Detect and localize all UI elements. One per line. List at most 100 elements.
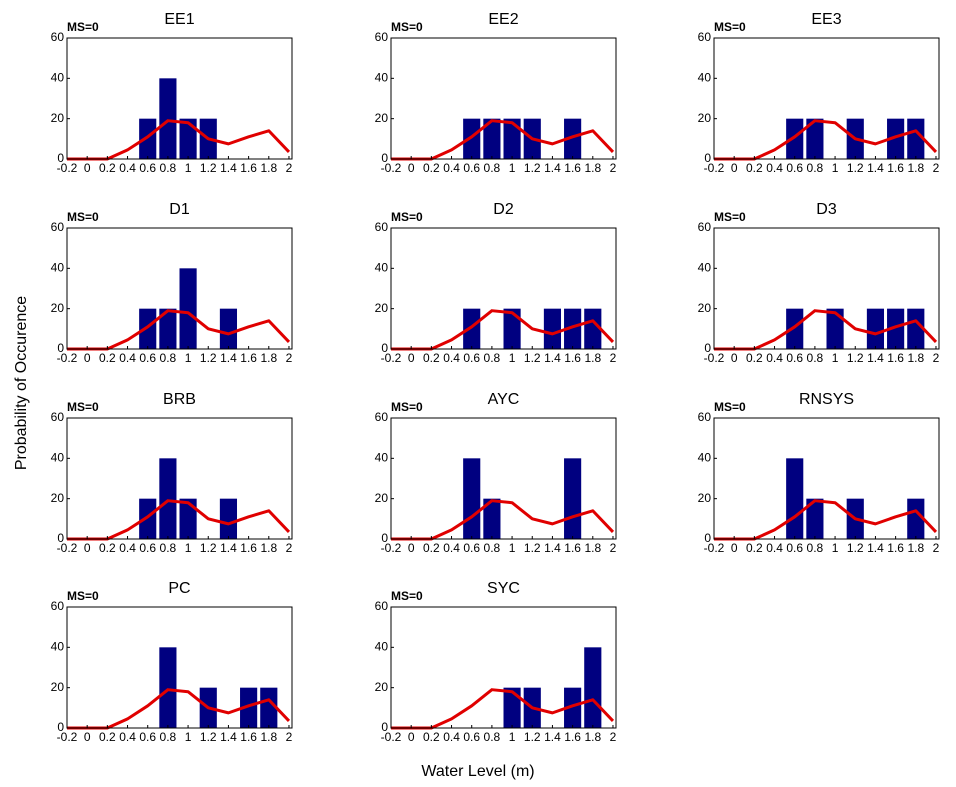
y-tick-label: 20 (375, 111, 389, 125)
y-tick-label: 60 (375, 410, 389, 424)
axes-box (390, 417, 617, 540)
axes-box (66, 417, 293, 540)
x-tick-label: 1.8 (260, 730, 277, 744)
y-tick-label: 20 (375, 680, 389, 694)
y-tick-label: 20 (698, 301, 712, 315)
bar (564, 687, 582, 728)
chart-title: SYC (487, 580, 520, 597)
x-tick-label: 1.8 (584, 161, 601, 175)
x-tick-label: 2 (933, 351, 940, 365)
y-tick-label: 0 (381, 531, 388, 545)
y-tick-label: 20 (51, 491, 65, 505)
x-axis-label: Water Level (m) (421, 763, 534, 780)
x-tick-label: 0.4 (119, 541, 136, 555)
x-tick-label: 0.8 (160, 161, 177, 175)
bar (219, 498, 238, 539)
x-tick-label: 1.8 (907, 541, 924, 555)
y-tick-label: 40 (51, 261, 65, 275)
bar (503, 118, 521, 159)
y-tick-label: 20 (375, 491, 389, 505)
x-tick-label: 2 (933, 161, 940, 175)
x-tick-label: 1 (832, 161, 839, 175)
x-tick-label: 1.2 (847, 541, 864, 555)
bar (240, 687, 258, 728)
x-tick-label: 1.8 (260, 541, 277, 555)
x-tick-label: 1.8 (907, 351, 924, 365)
bar (887, 308, 905, 349)
chart-title: EE3 (811, 11, 841, 28)
x-tick-label: 0.2 (423, 541, 440, 555)
x-tick-label: -0.2 (57, 351, 78, 365)
bar (584, 647, 602, 728)
x-tick-label: 0 (731, 161, 738, 175)
x-tick-label: 1.4 (220, 351, 237, 365)
x-tick-label: 1 (509, 730, 516, 744)
annotation: MS=0 (391, 589, 423, 603)
plot-area (714, 38, 939, 159)
axes-box (390, 227, 617, 350)
annotation: MS=0 (714, 20, 746, 34)
x-tick-label: 0.4 (119, 730, 136, 744)
bar (907, 498, 925, 539)
x-tick-label: -0.2 (57, 541, 78, 555)
y-tick-label: 40 (51, 640, 65, 654)
x-tick-label: 0.6 (139, 730, 156, 744)
bar (786, 308, 804, 349)
bar (786, 118, 804, 159)
x-tick-label: 1 (185, 161, 192, 175)
bar (806, 498, 824, 539)
x-tick-label: 0.2 (99, 541, 116, 555)
chart-title: EE1 (164, 11, 194, 28)
axes-box (713, 37, 940, 160)
bar (483, 118, 501, 159)
bar (139, 308, 157, 349)
axes-box (66, 227, 293, 350)
x-tick-label: 0.2 (423, 351, 440, 365)
x-tick-label: -0.2 (381, 351, 402, 365)
bar (907, 308, 925, 349)
bar (806, 118, 824, 159)
y-tick-label: 40 (698, 451, 712, 465)
x-tick-label: 0.8 (484, 541, 501, 555)
annotation: MS=0 (67, 210, 99, 224)
y-tick-label: 40 (375, 451, 389, 465)
x-tick-label: 1.4 (867, 161, 884, 175)
x-tick-label: 1.2 (847, 161, 864, 175)
chart-title: D3 (816, 201, 837, 218)
y-tick-label: 0 (704, 151, 711, 165)
x-tick-label: 1 (509, 351, 516, 365)
y-tick-label: 0 (704, 531, 711, 545)
y-tick-label: 40 (51, 451, 65, 465)
axes-box (713, 227, 940, 350)
x-tick-label: 1.8 (584, 541, 601, 555)
x-tick-label: 1.6 (564, 351, 581, 365)
x-tick-label: 1.6 (887, 161, 904, 175)
y-tick-label: 60 (375, 599, 389, 613)
y-tick-label: 40 (375, 640, 389, 654)
x-tick-label: 0.8 (160, 541, 177, 555)
x-tick-label: 1.2 (524, 161, 541, 175)
x-tick-label: 0.4 (119, 161, 136, 175)
x-tick-label: 1 (509, 161, 516, 175)
chart-title: EE2 (488, 11, 518, 28)
y-tick-label: 20 (375, 301, 389, 315)
y-tick-label: 0 (381, 151, 388, 165)
x-tick-label: 0.6 (463, 541, 480, 555)
bar (564, 308, 582, 349)
y-tick-label: 40 (375, 261, 389, 275)
bar (866, 308, 885, 349)
chart-title: AYC (488, 391, 520, 408)
x-tick-label: 1.4 (867, 541, 884, 555)
y-tick-label: 0 (57, 341, 64, 355)
x-tick-label: 2 (610, 351, 617, 365)
x-tick-label: 1.2 (200, 730, 217, 744)
x-tick-label: 0.6 (139, 541, 156, 555)
bar (483, 498, 501, 539)
x-tick-label: 0.8 (160, 730, 177, 744)
x-tick-label: 1.6 (240, 541, 257, 555)
